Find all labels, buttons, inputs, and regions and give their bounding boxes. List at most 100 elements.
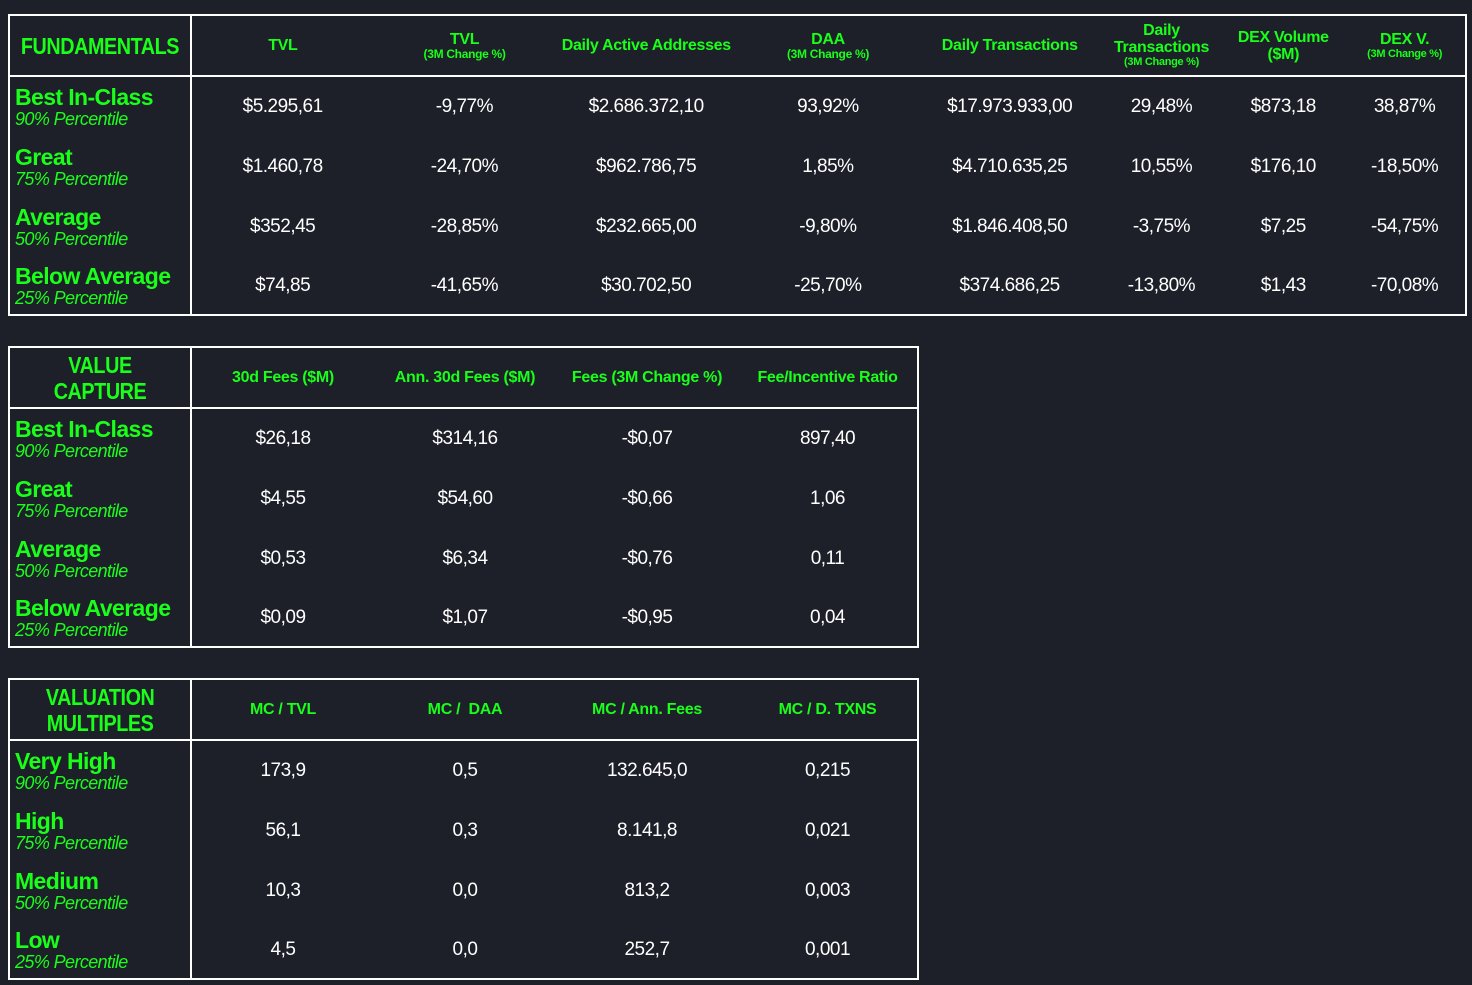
row-label-main: Below Average — [15, 594, 171, 621]
table-cell: 0,001 — [804, 938, 851, 960]
table-cell: 0,215 — [804, 760, 851, 781]
row-label-main: Very High — [15, 748, 116, 774]
row-label-percentile: 90% Percentile — [15, 109, 128, 129]
row-label-percentile: 50% Percentile — [15, 561, 128, 581]
row-label: Below Average 25% Percentile — [10, 589, 192, 646]
valuation-multiples-table: VALUATION MULTIPLES MC / TVL MC / DAA MC… — [8, 678, 919, 980]
table-cell: 38,87% — [1373, 96, 1436, 117]
row-label: Best In-Class 90% Percentile — [10, 409, 192, 469]
row-label-main: Best In-Class — [15, 416, 154, 442]
row-label-percentile: 50% Percentile — [15, 229, 128, 249]
table-cell: -$0,76 — [621, 548, 673, 569]
col-header-main: MC / Ann. Fees — [592, 701, 702, 718]
col-header-mc-ann-fees: MC / Ann. Fees — [556, 680, 738, 739]
col-header-dex-volume: DEX Volume ($M) — [1222, 16, 1344, 75]
col-header-mc-daa: MC / DAA — [374, 680, 556, 739]
table-cell: -24,70% — [430, 156, 499, 177]
row-label-percentile: 25% Percentile — [15, 287, 128, 308]
row-label: Very High 90% Percentile — [10, 741, 192, 801]
col-header-main: MC / D. TXNS — [778, 701, 877, 718]
table-cell: $4,55 — [260, 488, 306, 509]
col-header-sub: (3M Change %) — [786, 46, 870, 61]
table-cell: $0,09 — [260, 606, 306, 628]
col-header-main: MC / DAA — [427, 701, 503, 718]
table-cell: -25,70% — [794, 274, 862, 296]
table-cell: $352,45 — [250, 216, 316, 237]
col-header-mc-tvl: MC / TVL — [192, 680, 374, 739]
value-capture-table: VALUE CAPTURE 30d Fees ($M) Ann. 30d Fee… — [8, 346, 919, 648]
table-cell: -$0,66 — [621, 488, 673, 509]
col-header-main: Daily Transactions — [1113, 22, 1210, 56]
table-cell: 0,021 — [804, 820, 851, 841]
row-label-percentile: 75% Percentile — [15, 833, 128, 853]
col-header-dex-volume-change: DEX V. (3M Change %) — [1344, 16, 1465, 75]
row-label: Best In-Class 90% Percentile — [10, 77, 192, 137]
table-cell: -3,75% — [1132, 216, 1191, 237]
table-cell: -9,80% — [799, 216, 857, 237]
valuation-multiples-title-cell: VALUATION MULTIPLES — [10, 680, 192, 739]
table-row: Best In-Class 90% Percentile $5.295,61 -… — [10, 77, 1465, 137]
valuation-multiples-title-line2: MULTIPLES — [46, 709, 154, 736]
table-row: Below Average 25% Percentile $74,85 -41,… — [10, 257, 1465, 314]
row-label-percentile: 25% Percentile — [15, 951, 128, 972]
table-cell: 1,06 — [810, 488, 845, 509]
col-header-daa: Daily Active Addresses — [555, 16, 737, 75]
table-cell: -$0,07 — [621, 428, 673, 449]
col-header-ann-30d-fees: Ann. 30d Fees ($M) — [374, 348, 556, 407]
value-capture-title: VALUE CAPTURE — [53, 351, 147, 404]
row-label: High 75% Percentile — [10, 801, 192, 861]
table-cell: -13,80% — [1127, 274, 1196, 296]
col-header-tvl-change: TVL (3M Change %) — [374, 16, 556, 75]
valuation-multiples-header-row: VALUATION MULTIPLES MC / TVL MC / DAA MC… — [10, 680, 917, 741]
row-label-percentile: 90% Percentile — [15, 441, 128, 461]
table-row: Below Average 25% Percentile $0,09 $1,07… — [10, 589, 917, 646]
col-header-main: Daily Active Addresses — [561, 37, 732, 54]
table-cell: $30.702,50 — [601, 274, 692, 296]
table-cell: $962.786,75 — [596, 156, 697, 177]
row-label-main: Great — [15, 144, 73, 170]
row-label-percentile: 90% Percentile — [15, 773, 128, 793]
table-row: Average 50% Percentile $0,53 $6,34 -$0,7… — [10, 529, 917, 589]
table-row: Great 75% Percentile $4,55 $54,60 -$0,66… — [10, 469, 917, 529]
row-label-main: Average — [15, 204, 101, 230]
table-cell: $1.460,78 — [242, 156, 324, 177]
row-label: Below Average 25% Percentile — [10, 257, 192, 314]
col-header-sub: (3M Change %) — [423, 46, 506, 61]
table-cell: $6,34 — [442, 548, 488, 569]
table-cell: $5.295,61 — [242, 96, 324, 117]
table-cell: $0,53 — [260, 548, 306, 569]
table-row: Average 50% Percentile $352,45 -28,85% $… — [10, 197, 1465, 257]
row-label-main: High — [15, 808, 64, 834]
row-label-main: Medium — [15, 868, 99, 894]
table-cell: $4.710.635,25 — [952, 156, 1068, 177]
table-cell: -$0,95 — [621, 606, 673, 628]
table-cell: $374.686,25 — [959, 274, 1061, 296]
col-header-main: TVL — [449, 30, 480, 48]
table-cell: -18,50% — [1370, 156, 1439, 177]
col-header-main: DAA — [811, 30, 845, 48]
row-label-percentile: 75% Percentile — [15, 501, 128, 521]
col-header-main: Fees (3M Change %) — [571, 369, 723, 386]
row-label-percentile: 25% Percentile — [15, 619, 128, 640]
col-header-main: Daily Transactions — [941, 37, 1078, 54]
col-header-sub: (3M Change %) — [1124, 56, 1199, 68]
col-header-main: DEX V. — [1380, 30, 1430, 48]
table-cell: $176,10 — [1250, 156, 1317, 177]
row-label-main: Low — [15, 926, 60, 953]
col-header-main: MC / TVL — [249, 701, 317, 718]
table-cell: 0,003 — [804, 880, 851, 901]
col-header-tvl: TVL — [192, 16, 374, 75]
col-header-30d-fees: 30d Fees ($M) — [192, 348, 374, 407]
table-cell: -54,75% — [1370, 216, 1439, 237]
table-cell: $873,18 — [1250, 96, 1317, 117]
table-row: Low 25% Percentile 4,5 0,0 252,7 0,001 — [10, 921, 917, 978]
table-cell: -9,77% — [435, 96, 494, 117]
table-cell: 93,92% — [797, 96, 859, 117]
col-header-main: 30d Fees ($M) — [232, 369, 334, 386]
col-header-daily-transactions-change: Daily Transactions (3M Change %) — [1101, 16, 1223, 75]
table-cell: 0,0 — [452, 880, 478, 901]
table-cell: 10,55% — [1130, 156, 1193, 177]
fundamentals-table: FUNDAMENTALS TVL TVL (3M Change %) Daily… — [8, 14, 1467, 316]
table-cell: $2.686.372,10 — [588, 96, 705, 117]
table-cell: 252,7 — [624, 938, 670, 960]
